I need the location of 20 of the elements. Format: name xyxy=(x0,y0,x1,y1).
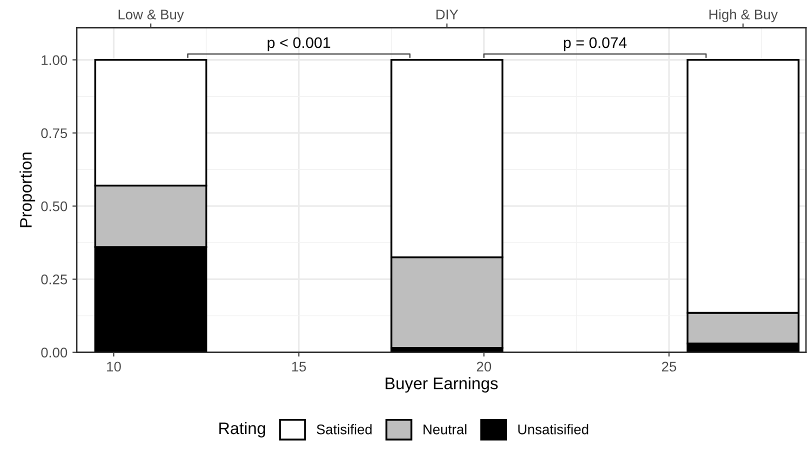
x-tick-label: 15 xyxy=(292,362,306,372)
legend-label: Satisified xyxy=(316,424,372,434)
y-tick-label: 1.00 xyxy=(42,55,68,66)
y-tick-label: 0.50 xyxy=(41,201,68,212)
text: Low & Buy xyxy=(118,10,184,22)
text: DIY xyxy=(436,10,458,20)
legend-title: Rating xyxy=(219,422,266,438)
text: High & Buy xyxy=(709,9,778,22)
y-tick-label: 0.75 xyxy=(41,128,68,138)
x-tick-label: 20 xyxy=(476,362,492,372)
legend-label: Unsatisified xyxy=(518,424,588,434)
x-tick-label: 25 xyxy=(662,362,676,372)
legend-label: Neutral xyxy=(424,424,466,434)
x-tick-label: 10 xyxy=(107,362,121,372)
x-axis-title: Buyer Earnings xyxy=(386,377,498,393)
y-tick-label: 0.25 xyxy=(41,274,68,284)
annotation: p < 0.001 xyxy=(268,37,330,52)
y-axis-title: Proportion xyxy=(20,152,36,228)
annotation: p = 0.074 xyxy=(564,37,627,52)
y-tick-label: 0.00 xyxy=(41,348,68,358)
